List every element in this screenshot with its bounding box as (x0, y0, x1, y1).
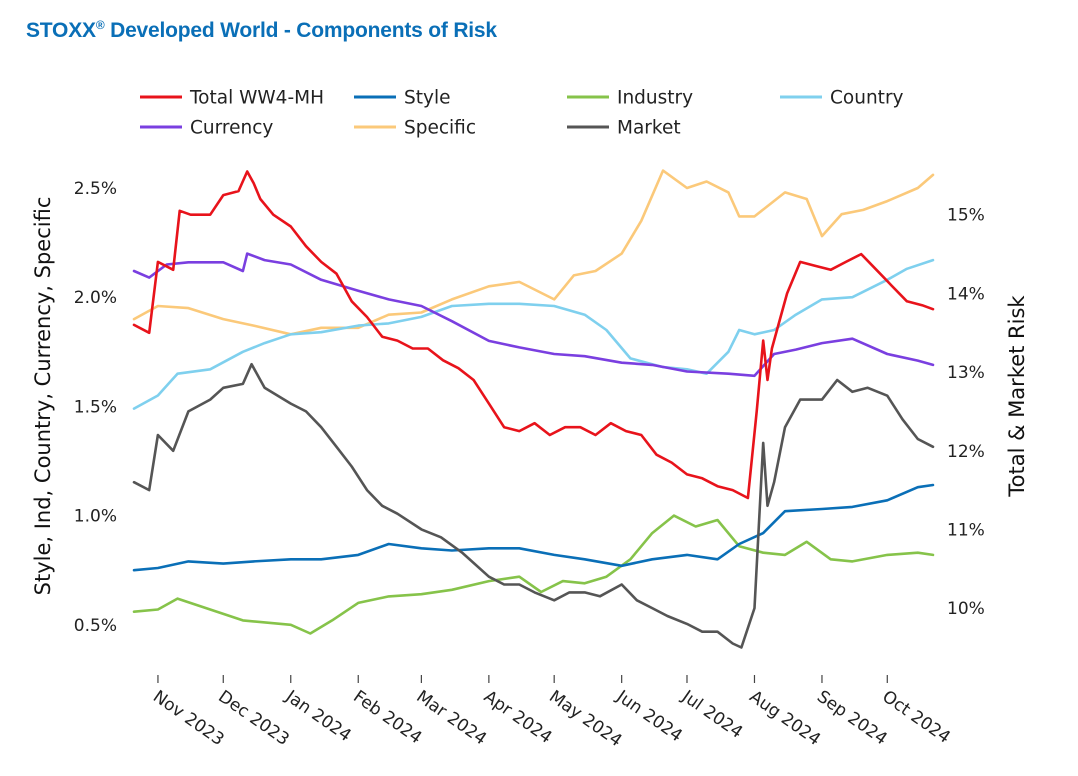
legend-label: Specific (404, 118, 476, 139)
series-line-industry (132, 514, 935, 635)
series-line-total-ww4-mh (132, 170, 935, 500)
legend-item: Country (780, 88, 904, 109)
y-right-tick-label: 15% (947, 206, 985, 226)
chart-title: STOXX® Developed World - Components of R… (26, 18, 497, 42)
x-tick-label: Jan 2024 (281, 686, 355, 746)
y-left-axis-title: Style, Ind, Country, Currency, Specific (31, 197, 55, 596)
y-left-axis: 0.5% 1.0% 1.5% 2.0% 2.5% (74, 179, 117, 636)
legend-label: Total WW4-MH (189, 88, 324, 109)
x-tick-label: Oct 2024 (878, 687, 953, 748)
x-tick-label: Dec 2023 (214, 687, 292, 750)
y-right-tick-label: 10% (947, 599, 985, 619)
legend-label: Country (830, 88, 904, 109)
x-tick-label: Nov 2023 (149, 687, 228, 750)
x-tick-label: Sep 2024 (813, 687, 891, 750)
legend-label: Currency (190, 118, 273, 139)
y-left-tick-label: 1.0% (74, 507, 117, 527)
y-right-axis: 10% 11% 12% 13% 14% 15% (947, 206, 985, 619)
y-left-tick-label: 2.0% (74, 288, 117, 308)
y-right-tick-label: 14% (947, 284, 985, 304)
legend-item: Specific (354, 118, 476, 139)
y-right-tick-label: 13% (947, 363, 985, 383)
x-tick-label: Jul 2024 (677, 686, 746, 743)
series-line-style (132, 483, 935, 572)
x-tick-label: Feb 2024 (349, 687, 425, 749)
x-tick-label: Mar 2024 (413, 687, 491, 750)
series-line-country (132, 258, 935, 410)
x-tick-label: May 2024 (545, 687, 625, 751)
y-left-tick-label: 0.5% (74, 616, 117, 636)
series-line-specific (132, 169, 935, 336)
series-line-market (132, 362, 935, 649)
legend-item: Market (567, 118, 681, 139)
series-line-currency (132, 252, 935, 378)
legend-item: Total WW4-MH (140, 88, 324, 109)
legend-label: Style (404, 88, 450, 109)
y-right-tick-label: 11% (947, 520, 985, 540)
legend-label: Market (617, 118, 681, 139)
legend-item: Style (354, 88, 450, 109)
y-left-tick-label: 1.5% (74, 397, 117, 417)
legend: Total WW4-MH Style Industry Country Currency… (140, 88, 904, 139)
legend-label: Industry (617, 88, 693, 109)
x-tick-label: Aug 2024 (746, 687, 825, 750)
legend-item: Industry (567, 88, 693, 109)
series-layer (132, 169, 935, 649)
y-left-tick-label: 2.5% (74, 179, 117, 199)
y-right-axis-title: Total & Market Risk (1005, 295, 1029, 498)
legend-item: Currency (140, 118, 273, 139)
y-right-tick-label: 12% (947, 442, 985, 462)
x-tick-label: Apr 2024 (480, 687, 555, 748)
